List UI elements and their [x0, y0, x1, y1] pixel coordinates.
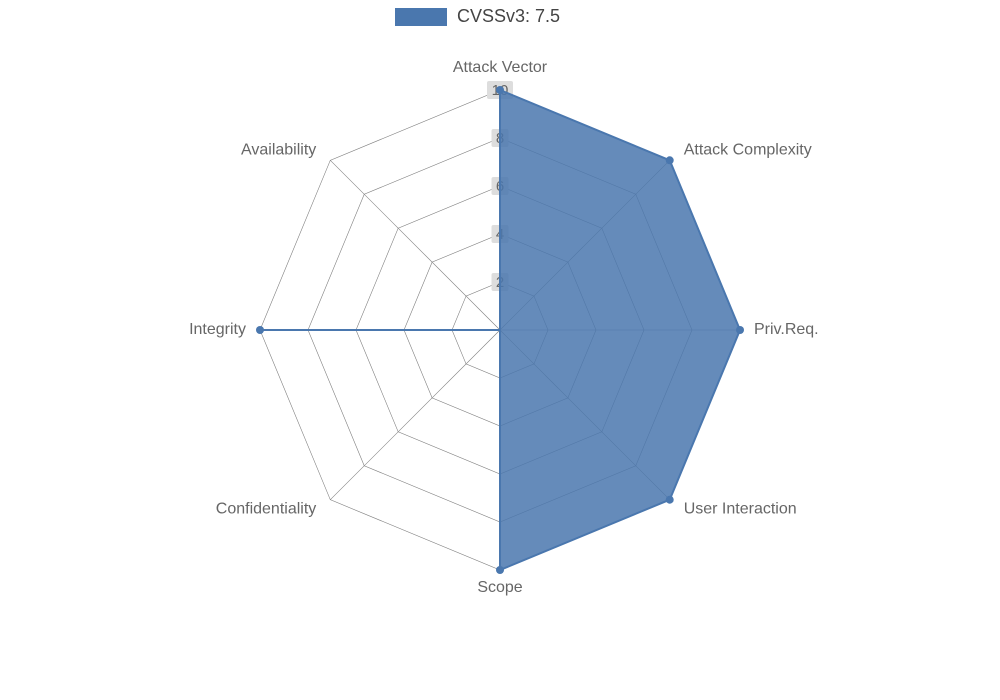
series-marker: [666, 156, 674, 164]
axis-label: Confidentiality: [216, 501, 317, 518]
axis-label: User Interaction: [684, 501, 797, 518]
grid-spoke: [330, 160, 500, 330]
legend-swatch: [395, 8, 447, 26]
axis-label: Attack Vector: [453, 59, 548, 76]
series-marker: [256, 326, 264, 334]
grid-spoke: [330, 330, 500, 500]
axis-label: Availability: [241, 141, 316, 158]
series-marker: [736, 326, 744, 334]
series-marker: [666, 496, 674, 504]
series-marker: [496, 566, 504, 574]
series-marker: [496, 86, 504, 94]
axis-label: Attack Complexity: [684, 141, 812, 158]
axis-label: Scope: [477, 579, 522, 596]
legend-label: CVSSv3: 7.5: [457, 6, 560, 26]
radar-chart: 246810Attack VectorAttack ComplexityPriv…: [0, 0, 1000, 700]
radar-svg: 246810Attack VectorAttack ComplexityPriv…: [0, 0, 1000, 700]
axis-label: Integrity: [189, 321, 246, 338]
axis-label: Priv.Req.: [754, 321, 819, 338]
